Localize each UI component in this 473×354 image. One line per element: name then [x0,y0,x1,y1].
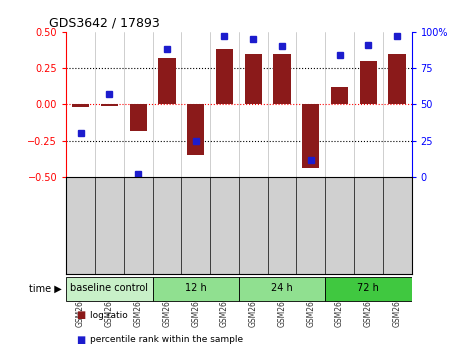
Bar [72,104,89,107]
Bar [101,104,118,106]
Bar [388,54,406,104]
Bar [216,49,233,104]
Text: 24 h: 24 h [271,283,293,293]
Text: ■: ■ [76,310,85,320]
Text: percentile rank within the sample: percentile rank within the sample [90,335,243,344]
Bar [302,104,319,168]
Bar [187,104,204,155]
Text: ■: ■ [76,335,85,345]
Text: 72 h: 72 h [358,283,379,293]
Bar [331,87,348,104]
Text: baseline control: baseline control [70,283,149,293]
Bar [245,54,262,104]
Bar [158,58,175,104]
Bar [325,277,412,301]
Bar [152,277,239,301]
Bar [239,277,325,301]
Bar [273,54,290,104]
Text: log ratio: log ratio [90,310,128,320]
Bar [359,61,377,104]
Bar [66,277,152,301]
Text: GDS3642 / 17893: GDS3642 / 17893 [49,16,160,29]
Text: 12 h: 12 h [185,283,207,293]
Text: time ▶: time ▶ [29,284,61,293]
Bar [130,104,147,131]
